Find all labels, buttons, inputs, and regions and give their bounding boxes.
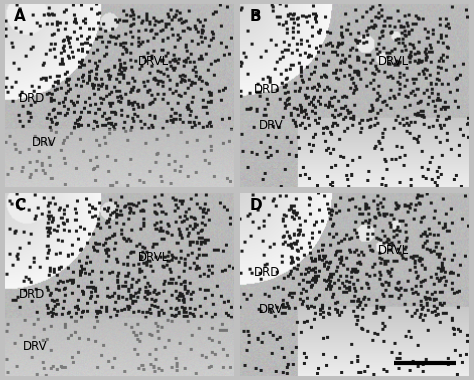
Text: DRD: DRD bbox=[254, 266, 281, 279]
Text: DRD: DRD bbox=[18, 92, 45, 105]
Text: B: B bbox=[250, 9, 261, 24]
Text: DRV: DRV bbox=[23, 339, 48, 353]
Text: DRVL: DRVL bbox=[137, 55, 169, 68]
Text: DRVL: DRVL bbox=[378, 55, 409, 68]
Text: A: A bbox=[14, 9, 26, 24]
Text: DRV: DRV bbox=[32, 136, 57, 149]
Text: DRV: DRV bbox=[259, 119, 283, 132]
Text: D: D bbox=[250, 198, 262, 213]
Text: DRD: DRD bbox=[18, 288, 45, 301]
Text: DRV: DRV bbox=[259, 303, 283, 316]
Text: DRVL: DRVL bbox=[137, 252, 169, 264]
Text: C: C bbox=[14, 198, 25, 213]
Text: DRVL: DRVL bbox=[378, 244, 409, 257]
Text: DRD: DRD bbox=[254, 83, 281, 96]
